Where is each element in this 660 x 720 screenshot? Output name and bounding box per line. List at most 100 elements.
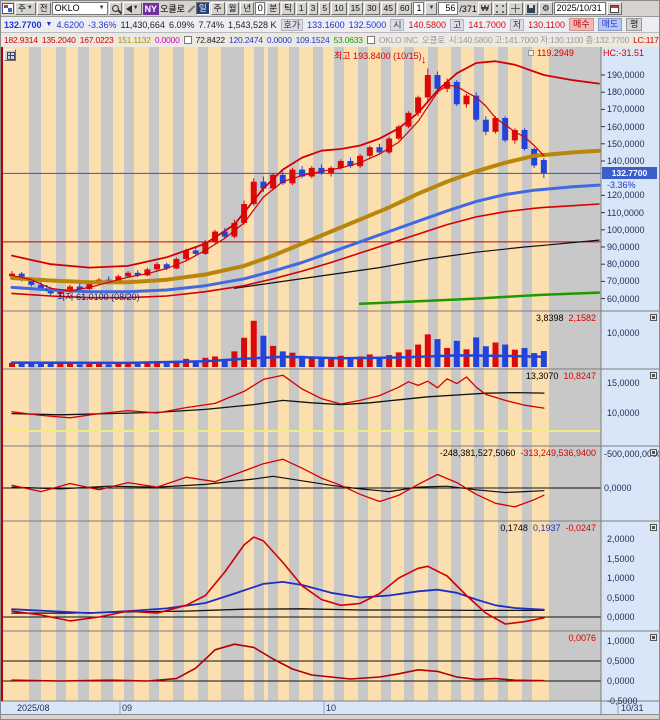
period-button-틱[interactable]: 틱 [281, 2, 295, 15]
minute-button-10[interactable]: 10 [331, 2, 347, 15]
volume-bar [502, 344, 509, 367]
period-button-일[interactable]: 일 [195, 2, 210, 15]
chart-area[interactable]: 190,0000 180,0000 170,0000 160,0000 150,0000… [1, 47, 659, 719]
candle-body [144, 269, 151, 276]
down-triangle-icon: ▼ [45, 21, 53, 28]
candle-body [231, 222, 238, 237]
volume-bar [173, 360, 180, 367]
calendar-stripe [474, 47, 484, 701]
settings-button[interactable]: ⚙ [538, 2, 553, 15]
pane4-axis-label: 0,5000 [607, 592, 635, 603]
pane-minimize-icon[interactable] [650, 372, 657, 379]
period-button-년[interactable]: 년 [240, 2, 255, 15]
avg-button[interactable]: 평 [626, 18, 643, 31]
pane-minimize-icon[interactable] [650, 314, 657, 321]
pen-icon[interactable] [186, 4, 195, 13]
pane5-red-line [11, 643, 545, 682]
volume-bar [328, 357, 335, 367]
bar-count-field[interactable]: 56 [438, 2, 459, 15]
candle-body [9, 273, 15, 277]
time-axis-label: 2025/08 [17, 703, 50, 713]
crosshair-button[interactable] [507, 2, 523, 15]
calendar-stripe [198, 47, 208, 701]
candle-body [115, 276, 122, 282]
zero-box[interactable]: 0 [255, 2, 266, 15]
volume-bar [511, 349, 518, 367]
volume-bar [38, 363, 45, 367]
volume-bar [212, 356, 219, 367]
chart-grid-button[interactable] [4, 49, 16, 61]
period-button-주[interactable]: 주 [210, 2, 225, 15]
minute-button-3[interactable]: 3 [307, 2, 319, 15]
volume-bar [434, 339, 441, 367]
minute-button-1[interactable]: 1 [295, 2, 307, 15]
indicator-checkbox[interactable] [366, 36, 375, 44]
minute-button-5[interactable]: 5 [319, 2, 331, 15]
indicator-value: 0.0000 [266, 35, 292, 45]
window-icon[interactable] [2, 3, 14, 14]
count-dropdown[interactable]: ▼ [425, 2, 438, 15]
ma-green-line [358, 291, 601, 306]
marker-checkbox[interactable] [528, 50, 534, 56]
pane-minimize-icon[interactable] [650, 524, 657, 531]
minute-button-15[interactable]: 15 [347, 2, 364, 15]
indicator-value: 151.1132 [117, 35, 151, 45]
period-button-분[interactable]: 분 [266, 2, 281, 15]
prev-high-label: 119.2949 [537, 48, 574, 58]
candle-body [163, 264, 170, 269]
volume-bar [144, 362, 151, 367]
indicator-value: OKLO INC [378, 35, 418, 45]
candle-body [337, 161, 344, 168]
pane2-red-line [11, 374, 545, 419]
indicator-value: 시:140.5800 고:141.7000 저:130.1100 종:132.7… [448, 35, 630, 45]
volume-bar [250, 320, 257, 367]
price-axis-label: 190,0000 [607, 70, 645, 80]
pane4-axis-label: 2,0000 [607, 534, 635, 544]
pane-minimize-icon[interactable] [650, 634, 657, 641]
envelope-upper-line [11, 60, 600, 269]
price-axis-label: 140,0000 [607, 156, 645, 166]
volume-bar [115, 363, 122, 367]
indicator-checkbox[interactable] [183, 36, 192, 44]
date-field[interactable]: 2025/10/31 [553, 2, 606, 15]
last-price: 132.7700 [4, 19, 42, 30]
pane2-axis-label: 10,0000 [607, 408, 640, 418]
symbol-input[interactable]: OKLO ▼ [51, 2, 108, 15]
calendar-button[interactable] [606, 2, 622, 15]
volume-bar [192, 361, 199, 367]
volume-bar [357, 356, 364, 367]
pane5-axis-label: 0,5000 [607, 656, 635, 666]
candle-body [241, 204, 248, 223]
chart-type-dropdown[interactable]: 주 ▼ [15, 2, 36, 15]
candle-body [463, 95, 470, 105]
pane4-blue-line [11, 581, 545, 614]
indicator-value: 182.9314 [4, 35, 38, 45]
period-button-월[interactable]: 월 [225, 2, 240, 15]
volume-bar [125, 362, 132, 367]
candle-body [473, 95, 480, 120]
volume-axis-label: 10,0000 [607, 328, 640, 338]
jeon-button[interactable]: 전 [36, 2, 51, 15]
count-box[interactable]: 1 [413, 2, 425, 15]
minute-button-45[interactable]: 45 [380, 2, 396, 15]
search-button[interactable] [108, 2, 122, 15]
pane-minimize-icon[interactable] [650, 449, 657, 456]
volume-bar [453, 340, 460, 367]
candle-body [125, 272, 132, 277]
currency-won-button[interactable]: ₩ [477, 2, 492, 15]
trade-value: 1,543,528 K [228, 19, 277, 30]
volume-bar [9, 362, 15, 367]
save-button[interactable] [523, 2, 538, 15]
buy-button[interactable]: 매수 [569, 18, 594, 31]
bid-price: 132.5000 [348, 19, 387, 30]
candle-body [173, 259, 180, 269]
floppy-icon [526, 4, 535, 13]
calendar-stripe [268, 47, 278, 701]
compare-button[interactable] [492, 2, 507, 15]
ma-fast-line [11, 84, 545, 292]
compare-icon [495, 4, 504, 13]
minute-button-30[interactable]: 30 [364, 2, 380, 15]
sell-button[interactable]: 매도 [597, 18, 623, 31]
minute-button-60[interactable]: 60 [396, 2, 413, 15]
sound-button[interactable]: ▼ [122, 2, 142, 15]
